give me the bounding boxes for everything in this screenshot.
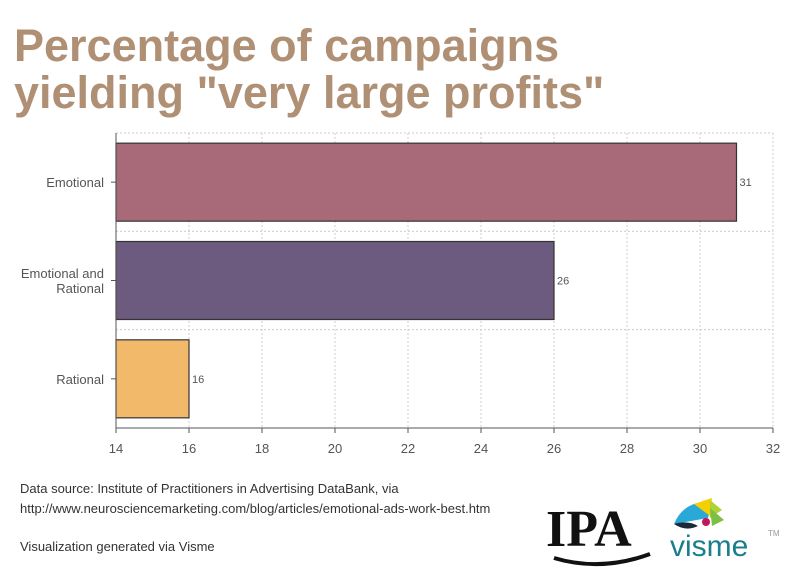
visme-logo: visme TM [670,498,780,562]
x-tick-label: 30 [693,441,707,456]
visme-logo-mark [674,498,724,529]
x-tick-label: 22 [401,441,415,456]
bar [115,240,555,321]
x-tick-label: 24 [474,441,488,456]
x-tick-label: 20 [328,441,342,456]
visme-logo-text: visme [670,530,748,562]
x-tick-label: 18 [255,441,269,456]
ipa-logo-text: IPA [546,501,632,558]
bar [115,142,738,222]
generated-note: Visualization generated via Visme [20,539,215,554]
x-tick-label: 16 [182,441,196,456]
x-tick-label: 28 [620,441,634,456]
bar-value-label: 26 [557,276,569,288]
data-source-line-1: Data source: Institute of Practitioners … [20,481,399,496]
ipa-logo-swoosh [553,552,651,567]
bar-value-label: 31 [740,177,752,189]
chart-footer: Data source: Institute of Practitioners … [20,479,540,557]
chart-title: Percentage of campaigns yielding "very l… [14,22,794,116]
ipa-logo: IPA [546,501,651,567]
category-label: Rational [56,281,104,296]
category-label: Emotional [46,175,104,190]
category-label: Rational [56,372,104,387]
visme-tm: TM [768,529,780,538]
bar-value-label: 16 [192,374,204,386]
category-label: Emotional and [21,266,104,281]
x-tick-label: 26 [547,441,561,456]
x-tick-label: 32 [766,441,780,456]
bar [115,339,190,419]
data-source-line-2: http://www.neurosciencemarketing.com/blo… [20,501,491,516]
chart-title-line-1: Percentage of campaigns [14,20,560,71]
chart-title-line-2: yielding "very large profits" [14,67,605,118]
x-tick-label: 14 [109,441,123,456]
